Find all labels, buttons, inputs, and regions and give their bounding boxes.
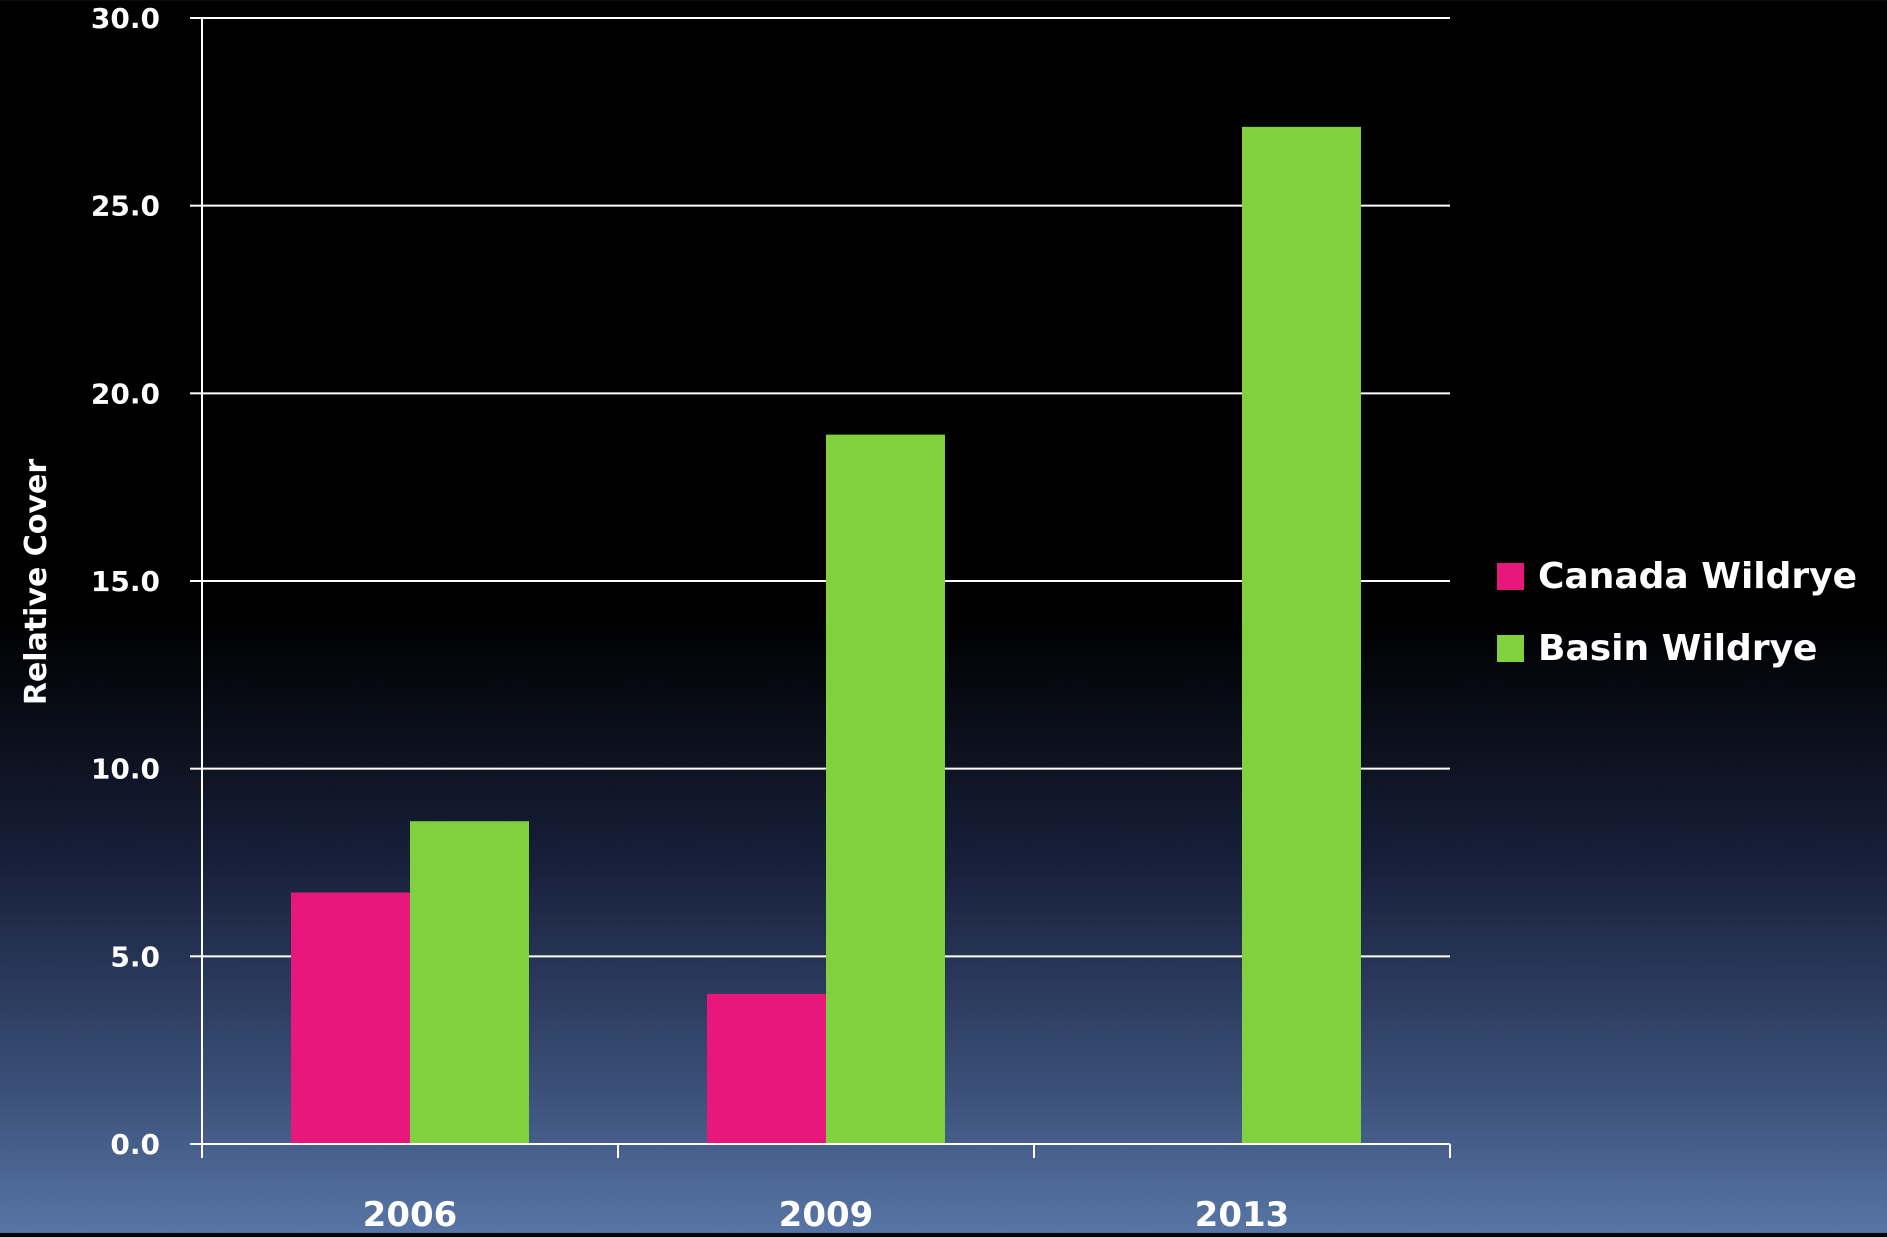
bars: [291, 126, 1361, 1144]
bar: [1242, 126, 1361, 1144]
y-tick-label: 10.0: [91, 753, 160, 786]
legend-label: Basin Wildrye: [1538, 628, 1817, 669]
bar: [291, 892, 410, 1144]
bar: [826, 434, 945, 1144]
legend: Canada Wildrye Basin Wildrye: [1497, 556, 1857, 669]
y-tick-label: 25.0: [91, 190, 160, 223]
tick-labels: 0.0 5.0 10.0 15.0 20.0 25.0 30.0 2006 2009 2013: [91, 2, 1290, 1235]
legend-label: Canada Wildrye: [1538, 556, 1857, 597]
y-axis-title: Relative Cover: [19, 459, 54, 705]
x-tick-label: 2006: [363, 1195, 458, 1233]
y-tick-label: 30.0: [91, 2, 160, 35]
axes: Relative Cover: [19, 17, 1451, 1158]
y-tick-label: 20.0: [91, 377, 160, 410]
x-tick-label: 2009: [779, 1195, 874, 1233]
legend-swatch: [1497, 563, 1524, 590]
bar: [410, 821, 529, 1144]
legend-swatch: [1497, 635, 1524, 662]
bar: [707, 993, 826, 1144]
x-tick-label: 2013: [1195, 1195, 1290, 1233]
y-tick-label: 0.0: [110, 1128, 160, 1161]
y-tick-label: 15.0: [91, 565, 160, 598]
y-tick-label: 5.0: [110, 940, 160, 973]
